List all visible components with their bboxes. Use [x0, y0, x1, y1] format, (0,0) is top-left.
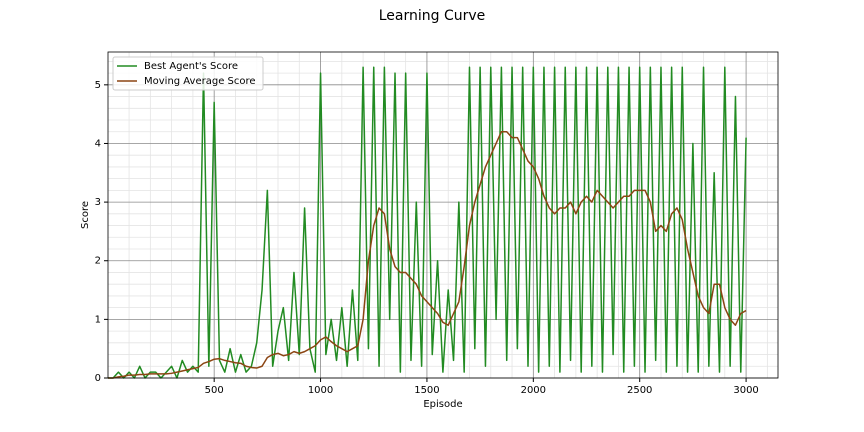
legend-label: Moving Average Score — [144, 76, 256, 87]
y-axis-label: Score — [80, 201, 91, 229]
series-line — [108, 130, 747, 379]
y-tick-label: 0 — [95, 373, 101, 384]
legend-box — [112, 56, 264, 91]
plot-frame — [107, 51, 779, 379]
x-tick-label: 2000 — [521, 385, 546, 396]
y-tick-label: 5 — [95, 80, 101, 91]
x-tick-label: 3000 — [733, 385, 758, 396]
x-tick-label: 500 — [205, 385, 224, 396]
y-tick-label: 2 — [95, 256, 101, 267]
x-tick-label: 1000 — [308, 385, 333, 396]
chart-title: Learning Curve — [379, 8, 486, 24]
legend-label: Best Agent's Score — [144, 61, 238, 72]
x-axis-label: Episode — [423, 399, 462, 410]
x-tick-label: 2500 — [627, 385, 652, 396]
series-line — [108, 66, 747, 379]
y-tick-label: 4 — [95, 138, 101, 149]
y-tick-label: 3 — [95, 197, 101, 208]
x-tick-label: 1500 — [414, 385, 439, 396]
y-tick-label: 1 — [95, 314, 101, 325]
